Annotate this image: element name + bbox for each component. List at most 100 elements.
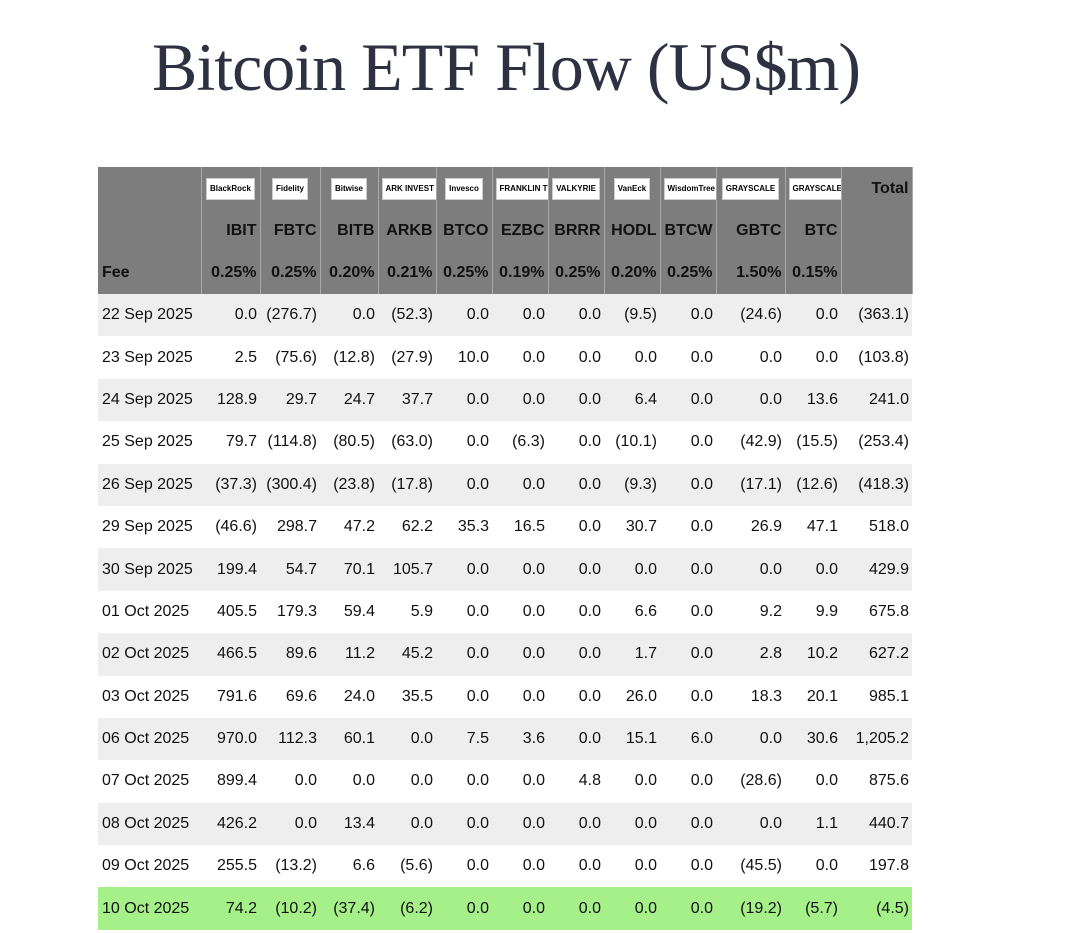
flow-cell: 0.0 [785,548,841,591]
flow-cell: 0.0 [634,348,657,366]
flow-cell: 47.2 [343,518,375,536]
flow-cell: 0.0 [466,687,489,705]
etf-logo: WisdomTree [663,177,715,200]
etf-logo-cell: Fidelity [260,167,321,210]
flow-cell: (10.1) [615,433,657,451]
ticker-header: EZBC [492,210,549,252]
flow-cell: 0.0 [436,802,492,846]
fee-value: 0.21% [378,252,437,294]
flow-cell: 29.7 [260,378,320,422]
flow-cell: 24.0 [343,687,375,705]
etf-logo: Invesco [445,177,483,200]
flow-cell: (17.1) [716,463,785,506]
flow-cell: 0.0 [690,772,713,790]
date-cell: 26 Sep 2025 [98,463,201,506]
ticker-header: ARKB [378,210,437,252]
total-cell: 627.2 [841,633,912,676]
etf-logo-cell: Bitwise [320,167,379,210]
ticker-header: HODL [604,210,661,252]
date-cell: 23 Sep 2025 [102,348,193,366]
flow-cell: 10.0 [457,348,489,366]
flow-cell: 9.2 [759,602,782,620]
flow-cell: 13.4 [320,802,378,846]
fee-value: 0.20% [604,252,661,294]
date-cell: 08 Oct 2025 [98,802,201,846]
flow-cell: 18.3 [750,687,782,705]
flow-cell: 970.0 [201,717,260,761]
table-row: 29 Sep 2025 (46.6) 298.7 47.2 62.2 35.3 16.5 0.… [98,506,912,548]
table-row: 22 Sep 2025 0.0 (276.7) 0.0 (52.3) 0.0 0.0 0.0(… [98,294,912,337]
flow-cell: 0.0 [466,433,489,451]
flow-cell: (6.3) [512,433,545,451]
total-cell: (103.8) [858,348,909,366]
flow-cell: 899.4 [216,772,257,790]
fee-empty [841,252,913,294]
flow-cell: 0.0 [660,463,716,506]
flow-cell: 0.0 [522,857,545,875]
flow-cell: 0.0 [201,294,260,337]
fee-value: 0.25% [201,252,261,294]
flow-cell: 0.0 [548,548,604,591]
flow-cell: 0.0 [436,633,492,676]
flow-cell: 0.0 [320,294,378,337]
fee-row: Fee 0.25% 0.25% 0.20% 0.21% 0.25% 0.19% 0.25% 0… [98,252,913,294]
etf-flow-table: BlackRock Fidelity Bitwise ARK INVEST Invesc… [98,167,913,930]
flow-cell: 0.0 [759,348,782,366]
flow-cell: 0.0 [578,348,601,366]
date-cell: 09 Oct 2025 [102,857,190,875]
total-cell: (4.5) [841,887,912,930]
flow-cell: 6.6 [634,602,657,620]
flow-cell: 2.8 [716,633,785,676]
flow-cell: 47.1 [806,518,838,536]
flow-cell: 26.0 [625,687,657,705]
flow-cell: 0.0 [410,772,433,790]
ticker-header: GBTC [716,210,786,252]
flow-cell: 128.9 [201,378,260,422]
flow-cell: (63.0) [391,433,433,451]
flow-cell: 24.7 [320,378,378,422]
flow-cell: 0.0 [492,378,548,422]
flow-cell: (15.5) [796,433,838,451]
flow-cell: 0.0 [690,433,713,451]
date-cell: 10 Oct 2025 [98,887,201,930]
flow-cell: 0.0 [436,548,492,591]
ticker-header-empty [841,210,913,252]
date-cell: 25 Sep 2025 [102,433,193,451]
flow-cell: 0.0 [690,518,713,536]
flow-cell: 0.0 [815,857,838,875]
flow-cell: 0.0 [660,887,716,930]
corner-cell [98,210,202,252]
fee-label: Fee [98,252,202,294]
flow-cell: 0.0 [378,717,436,761]
flow-cell: 2.5 [234,348,257,366]
table-row: 06 Oct 2025 970.0 112.3 60.1 0.0 7.5 3.6 0.0 15.… [98,717,912,761]
flow-cell: 0.0 [492,548,548,591]
etf-logo: VALKYRIE [552,177,600,200]
flow-cell: 0.0 [690,602,713,620]
flow-cell: 45.2 [378,633,436,676]
fee-value: 1.50% [716,252,786,294]
flow-cell: 199.4 [201,548,260,591]
flow-cell: 5.9 [410,602,433,620]
flow-cell: 0.0 [522,772,545,790]
flow-cell: 37.7 [378,378,436,422]
flow-cell: 1.7 [604,633,660,676]
flow-cell: (24.6) [716,294,785,337]
flow-cell: (37.4) [320,887,378,930]
flow-cell: 0.0 [436,294,492,337]
total-cell: 440.7 [841,802,912,846]
flow-cell: 791.6 [216,687,257,705]
fee-value: 0.25% [436,252,493,294]
table-row: 23 Sep 2025 2.5 (75.6) (12.8) (27.9) 10.0 0.0 0… [98,336,912,378]
flow-cell: (12.6) [785,463,841,506]
total-cell: 1,205.2 [841,717,912,761]
flow-cell: 255.5 [216,857,257,875]
fee-value: 0.25% [660,252,717,294]
date-cell: 01 Oct 2025 [102,602,190,620]
flow-cell: 0.0 [260,802,320,846]
flow-cell: 0.0 [466,772,489,790]
flow-cell: 0.0 [436,887,492,930]
flow-cell: (5.6) [400,857,433,875]
flow-cell: (5.7) [785,887,841,930]
flow-cell: 0.0 [548,633,604,676]
